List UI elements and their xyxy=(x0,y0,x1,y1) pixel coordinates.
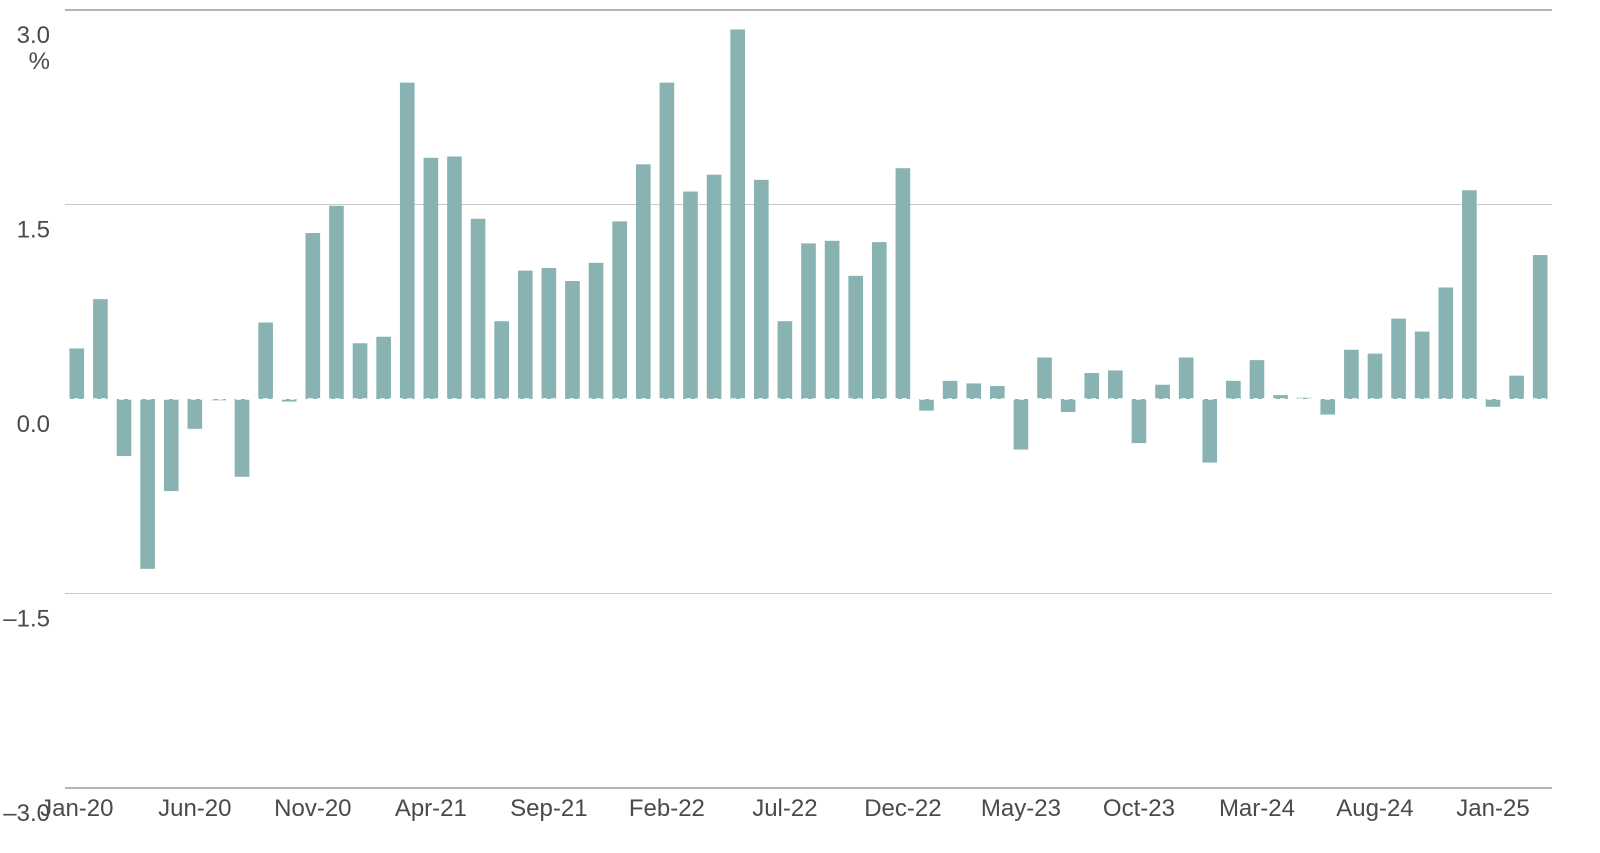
x-tick-label: Dec-22 xyxy=(864,795,941,822)
bar xyxy=(1320,399,1336,415)
y-axis-unit-label: % xyxy=(29,48,50,75)
bar xyxy=(919,399,934,411)
bar xyxy=(895,168,911,399)
bar xyxy=(352,343,368,399)
bar xyxy=(1037,357,1052,399)
bar xyxy=(187,399,203,429)
bar xyxy=(1226,380,1241,399)
bar xyxy=(1414,331,1430,399)
bar xyxy=(1509,375,1524,399)
x-tick-label: Mar-24 xyxy=(1219,795,1295,822)
bar xyxy=(93,299,108,399)
x-tick-label: Jan-25 xyxy=(1456,795,1529,822)
x-tick-label: Feb-22 xyxy=(629,795,705,822)
bar xyxy=(399,82,415,399)
bar xyxy=(801,243,816,399)
bar xyxy=(1202,399,1218,463)
bar xyxy=(1367,353,1383,399)
bar xyxy=(1060,399,1076,412)
bar xyxy=(281,399,297,402)
bar xyxy=(706,174,722,399)
bar xyxy=(777,321,793,399)
x-tick-label: Oct-23 xyxy=(1103,795,1175,822)
bar xyxy=(140,399,155,569)
bar xyxy=(305,233,321,399)
bar xyxy=(1013,399,1029,450)
x-axis-tick-labels: Jan-20 Jun-20 Nov-20 Apr-21 Sep-21 Feb-22 Jul-… xyxy=(40,795,1530,822)
bar xyxy=(1249,360,1265,399)
bar xyxy=(494,321,509,399)
bar xyxy=(1462,190,1477,399)
bar xyxy=(116,399,132,457)
bar xyxy=(683,191,698,399)
bar xyxy=(565,281,580,399)
bar xyxy=(990,386,1005,399)
bar xyxy=(447,156,462,399)
bar xyxy=(1273,395,1288,399)
bar xyxy=(1391,318,1406,399)
bar xyxy=(163,399,179,492)
x-tick-label: Aug-24 xyxy=(1336,795,1413,822)
bar xyxy=(753,179,769,399)
bar xyxy=(848,275,864,399)
bar xyxy=(612,221,627,399)
bar xyxy=(470,218,486,399)
bar xyxy=(871,242,887,399)
x-tick-label: May-23 xyxy=(981,795,1061,822)
bar xyxy=(1178,357,1194,399)
x-tick-label: Jan-20 xyxy=(40,795,113,822)
x-tick-label: Apr-21 xyxy=(395,795,467,822)
bar xyxy=(1532,255,1548,399)
bar xyxy=(329,205,344,399)
bars xyxy=(69,29,1548,569)
x-tick-label: Jun-20 xyxy=(158,795,231,822)
x-tick-label: Sep-21 xyxy=(510,795,587,822)
bar xyxy=(1131,399,1147,444)
y-axis-tick-labels: 3.0 1.5 0.0 –1.5 –3.0 xyxy=(3,22,50,827)
y-tick-label: –3.0 xyxy=(3,800,50,827)
bar xyxy=(730,29,746,399)
bar xyxy=(517,270,533,399)
bar xyxy=(1084,373,1100,399)
bar xyxy=(423,157,439,399)
bar xyxy=(541,268,557,399)
bar xyxy=(588,262,604,399)
bar xyxy=(635,164,651,399)
y-tick-label: 1.5 xyxy=(17,217,50,244)
bar xyxy=(942,380,958,399)
bar xyxy=(1438,287,1454,399)
bar xyxy=(1485,399,1501,407)
bar xyxy=(376,336,391,399)
gridlines xyxy=(65,9,1552,789)
bar xyxy=(824,240,840,399)
bar xyxy=(966,383,982,399)
bar xyxy=(69,348,85,399)
bar xyxy=(1108,370,1123,399)
bar xyxy=(1155,384,1170,399)
y-tick-label: 0.0 xyxy=(17,411,50,438)
y-tick-label: 3.0 xyxy=(17,22,50,49)
bar xyxy=(1344,349,1359,399)
bar xyxy=(234,399,250,477)
bar xyxy=(659,82,675,399)
y-tick-label: –1.5 xyxy=(3,606,50,633)
bar xyxy=(1296,397,1312,399)
x-tick-label: Jul-22 xyxy=(752,795,817,822)
bar xyxy=(258,322,273,399)
x-tick-label: Nov-20 xyxy=(274,795,351,822)
